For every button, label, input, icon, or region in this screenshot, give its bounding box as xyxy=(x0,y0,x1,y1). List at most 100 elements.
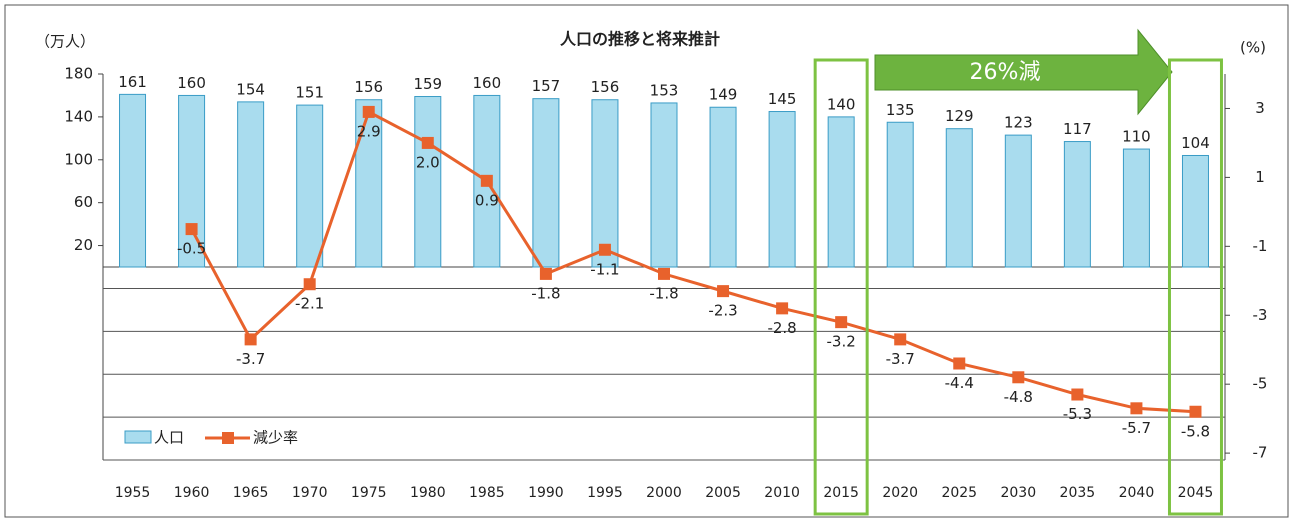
bar-label: 160 xyxy=(473,74,502,92)
rate-label: 0.9 xyxy=(475,191,499,209)
y-tick-label: 100 xyxy=(64,150,93,168)
bar xyxy=(886,121,914,268)
rate-marker xyxy=(598,243,611,256)
x-tick-label: 2010 xyxy=(764,485,800,501)
x-tick-label: 1970 xyxy=(292,485,328,501)
bar-label: 153 xyxy=(650,81,679,99)
x-tick-label: 2030 xyxy=(1000,485,1036,501)
bar xyxy=(1004,134,1032,268)
rate-marker xyxy=(717,285,730,298)
y2-axis-label: (%) xyxy=(1240,39,1266,57)
rate-label: 2.0 xyxy=(416,153,440,171)
x-tick-label: 2020 xyxy=(882,485,918,501)
rate-marker xyxy=(776,302,789,315)
highlight-box xyxy=(813,58,869,516)
rate-marker xyxy=(244,333,257,346)
bar-label: 154 xyxy=(236,80,265,98)
legend-label: 人口 xyxy=(154,429,184,447)
bar-label: 145 xyxy=(768,90,797,108)
x-tick-label: 1965 xyxy=(233,485,269,501)
rate-marker xyxy=(1012,371,1025,384)
bar xyxy=(296,104,324,268)
bar xyxy=(709,106,737,268)
rate-label: -5.8 xyxy=(1181,422,1210,440)
bar xyxy=(768,111,796,268)
rate-marker xyxy=(1130,402,1143,415)
rate-label: 2.9 xyxy=(357,122,381,140)
legend-swatch xyxy=(124,430,152,444)
bar-label: 110 xyxy=(1122,128,1151,146)
legend-label: 減少率 xyxy=(253,429,298,447)
rate-marker xyxy=(1189,405,1202,418)
bar-label: 156 xyxy=(591,78,620,96)
bar xyxy=(178,94,206,268)
legend-marker xyxy=(222,432,234,444)
bar xyxy=(1122,148,1150,268)
bar-label: 161 xyxy=(118,73,147,91)
bar xyxy=(1181,154,1209,268)
bar xyxy=(1063,141,1091,268)
rate-label: -4.4 xyxy=(945,374,974,392)
rate-label: -1.1 xyxy=(590,260,619,278)
y-tick-label: 20 xyxy=(74,236,93,254)
bar xyxy=(532,98,560,268)
chart-title: 人口の推移と将来推計 xyxy=(560,30,720,49)
bar-label: 157 xyxy=(532,77,561,95)
bar-label: 135 xyxy=(886,101,915,119)
x-tick-label: 1975 xyxy=(351,485,387,501)
y2-tick-label: -1 xyxy=(1253,237,1268,255)
rate-marker xyxy=(362,105,375,118)
annotation: 26%減 xyxy=(970,60,1041,85)
rate-label: -4.8 xyxy=(1004,388,1033,406)
bar-label: 160 xyxy=(177,74,206,92)
x-tick-label: 2040 xyxy=(1119,485,1155,501)
bar xyxy=(827,116,855,268)
rate-label: -3.2 xyxy=(827,333,856,351)
x-tick-label: 1990 xyxy=(528,485,564,501)
rate-label: -3.7 xyxy=(886,350,915,368)
bar-label: 151 xyxy=(295,84,324,102)
x-tick-label: 2025 xyxy=(941,485,977,501)
bar-label: 117 xyxy=(1063,120,1092,138)
bar xyxy=(237,101,265,268)
y-axis-label: （万人） xyxy=(35,33,95,51)
bar-label: 140 xyxy=(827,95,856,113)
x-tick-label: 1985 xyxy=(469,485,505,501)
rate-marker xyxy=(303,278,316,291)
x-tick-label: 2005 xyxy=(705,485,741,501)
rate-marker xyxy=(480,174,493,187)
bar xyxy=(355,99,383,268)
y2-tick-label: -3 xyxy=(1253,306,1268,324)
rate-label: -2.3 xyxy=(708,302,737,320)
rate-marker xyxy=(421,136,434,149)
bar xyxy=(119,93,147,268)
x-tick-label: 2000 xyxy=(646,485,682,501)
x-tick-label: 2045 xyxy=(1178,485,1214,501)
bar xyxy=(414,96,442,268)
rate-label: -5.3 xyxy=(1063,405,1092,423)
bar-label: 123 xyxy=(1004,114,1033,132)
x-tick-label: 1960 xyxy=(174,485,210,501)
arrow-outline xyxy=(874,28,1173,116)
rate-label: -1.8 xyxy=(649,284,678,302)
rate-marker xyxy=(953,357,966,370)
x-tick-label: 2035 xyxy=(1060,485,1096,501)
y-tick-label: 60 xyxy=(74,193,93,211)
y2-tick-label: -7 xyxy=(1253,444,1268,462)
rate-marker xyxy=(658,267,670,280)
rate-marker xyxy=(185,223,198,236)
bar-label: 104 xyxy=(1181,134,1210,152)
y2-tick-label: -5 xyxy=(1253,375,1268,393)
rate-label: -2.1 xyxy=(295,295,324,313)
x-tick-label: 1980 xyxy=(410,485,446,501)
bar xyxy=(945,128,973,268)
bar-label: 159 xyxy=(413,75,442,93)
rate-marker xyxy=(1071,388,1084,401)
y2-tick-label: 1 xyxy=(1255,168,1265,186)
x-tick-label: 2015 xyxy=(823,485,859,501)
rate-label: -5.7 xyxy=(1122,419,1151,437)
bar-label: 149 xyxy=(709,86,738,104)
rate-line xyxy=(190,109,1196,414)
y-tick-label: 140 xyxy=(64,107,93,125)
